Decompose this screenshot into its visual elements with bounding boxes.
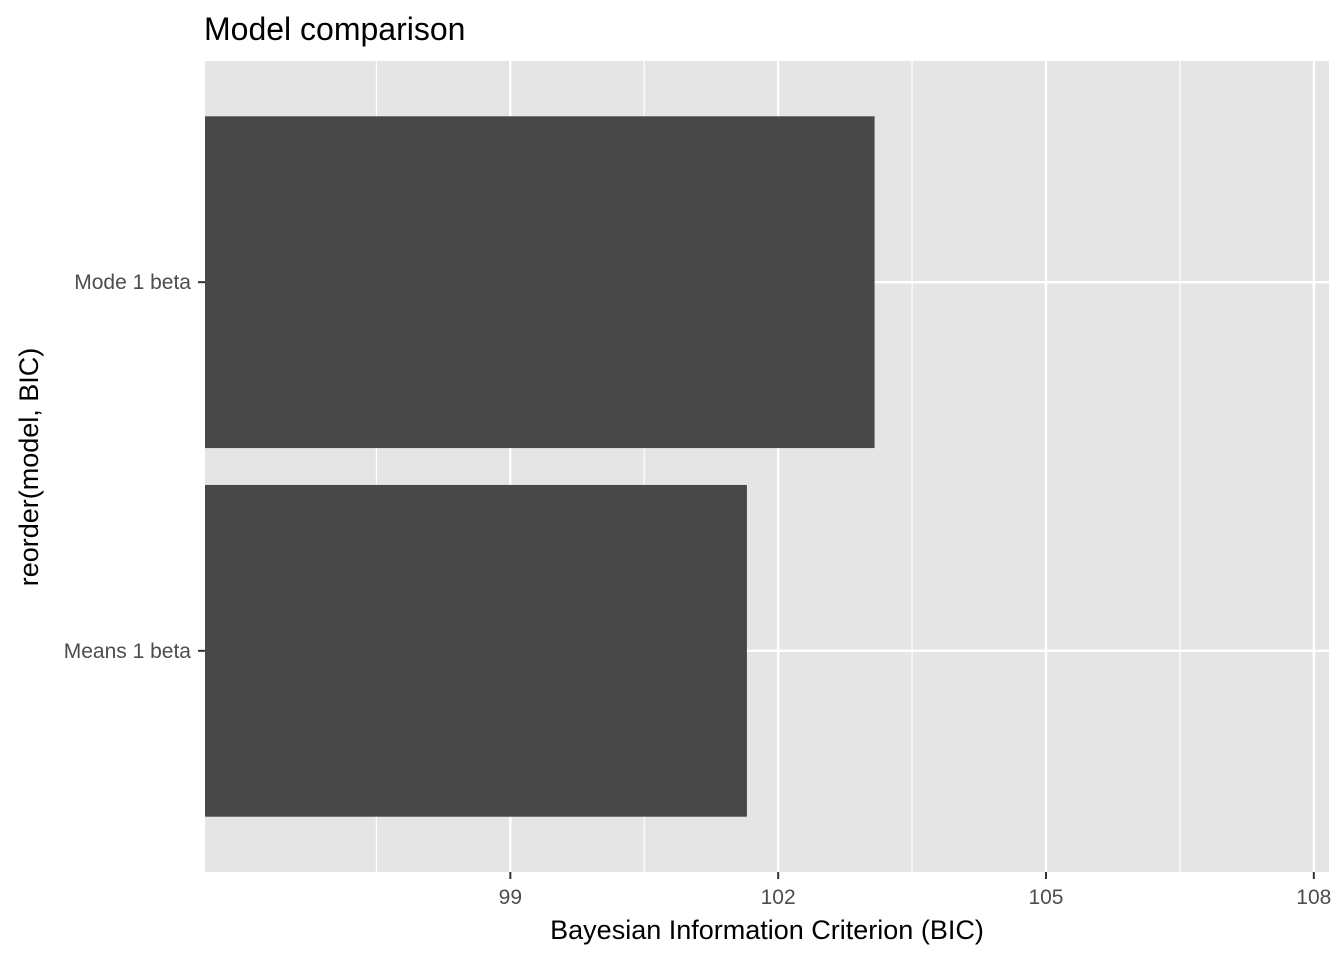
x-tick-label: 108 [1296,886,1331,909]
x-tick-label: 102 [761,886,796,909]
y-tick-label: Means 1 beta [64,640,192,663]
bar-means-1-beta [205,484,747,817]
y-tick-label: Mode 1 beta [74,271,191,294]
y-axis: Means 1 beta Mode 1 beta [64,271,205,663]
x-axis: 99 102 105 108 [499,872,1331,909]
bars [205,116,875,817]
chart-title: Model comparison [204,11,465,47]
bar-mode-1-beta [205,116,875,449]
x-tick-label: 99 [499,886,522,909]
x-axis-title: Bayesian Information Criterion (BIC) [550,915,984,945]
y-axis-title: reorder(model, BIC) [14,348,44,587]
x-tick-label: 105 [1028,886,1063,909]
